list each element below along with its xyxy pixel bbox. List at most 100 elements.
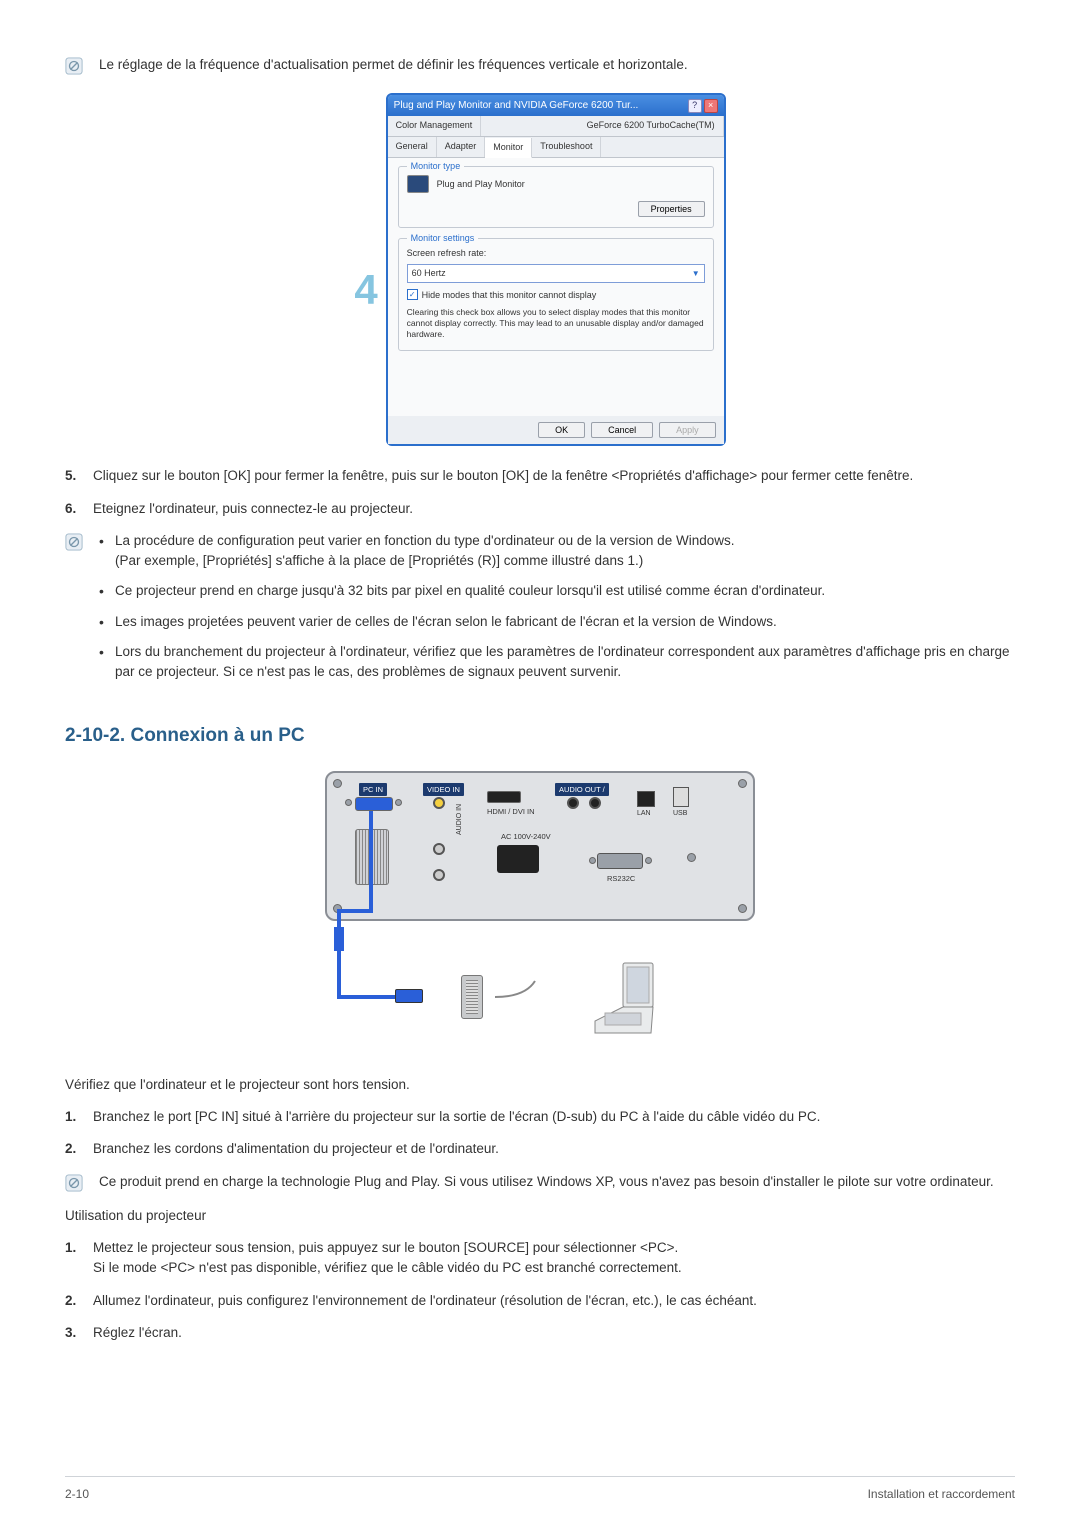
usb-label: USB [673, 809, 687, 820]
step-c3: 3. Réglez l'écran. [65, 1323, 1015, 1343]
bullet-item: Les images projetées peuvent varier de c… [99, 612, 1015, 632]
bullet-subtext: (Par exemple, [Propriétés] s'affiche à l… [115, 553, 643, 568]
audio-out-label: AUDIO OUT / [555, 783, 609, 796]
step-text: Branchez les cordons d'alimentation du p… [93, 1139, 1015, 1159]
plug-play-text: Ce produit prend en charge la technologi… [99, 1172, 994, 1192]
bullet-item: Lors du branchement du projecteur à l'or… [99, 642, 1015, 683]
usage-title: Utilisation du projecteur [65, 1206, 1015, 1226]
dialog-title: Plug and Play Monitor and NVIDIA GeForce… [394, 98, 639, 113]
vent-grille [355, 829, 389, 885]
info-icon [65, 57, 89, 75]
ok-button[interactable]: OK [538, 422, 585, 438]
tab-troubleshoot[interactable]: Troubleshoot [532, 137, 601, 158]
rs232-label: RS232C [607, 873, 635, 884]
audio-out-port [567, 797, 579, 809]
tab-color-management[interactable]: Color Management [388, 116, 482, 136]
tab-adapter[interactable]: Adapter [437, 137, 486, 158]
vga-plug-icon [395, 989, 423, 1003]
pc-in-port [355, 797, 393, 811]
refresh-rate-value: 60 Hertz [412, 267, 446, 281]
step-num: 6. [65, 499, 93, 519]
bullet-text: Lors du branchement du projecteur à l'or… [115, 644, 1010, 679]
dialog-figure: 4 Plug and Play Monitor and NVIDIA GeFor… [65, 93, 1015, 446]
screw-icon [333, 904, 342, 913]
step-text: Allumez l'ordinateur, puis configurez l'… [93, 1291, 1015, 1311]
lan-label: LAN [637, 809, 651, 820]
plug-play-note: Ce produit prend en charge la technologi… [65, 1172, 1015, 1192]
video-in-label: VIDEO IN [423, 783, 464, 796]
close-icon[interactable]: × [704, 99, 718, 113]
aux-port [433, 869, 445, 881]
verify-text: Vérifiez que l'ordinateur et le projecte… [65, 1075, 1015, 1095]
info-icon [65, 1174, 89, 1192]
step-number-4: 4 [354, 258, 377, 321]
bullet-item: Ce projecteur prend en charge jusqu'à 32… [99, 581, 1015, 601]
monitor-dialog: Plug and Play Monitor and NVIDIA GeForce… [386, 93, 726, 446]
screw-icon [738, 779, 747, 788]
refresh-rate-label: Screen refresh rate: [407, 247, 705, 261]
properties-button[interactable]: Properties [638, 201, 705, 217]
footer-left: 2-10 [65, 1485, 89, 1503]
monitor-type-group: Monitor type Plug and Play Monitor Prope… [398, 166, 714, 228]
dialog-titlebar: Plug and Play Monitor and NVIDIA GeForce… [388, 95, 724, 116]
refresh-rate-select[interactable]: 60 Hertz ▼ [407, 264, 705, 284]
screw-icon [687, 853, 696, 862]
hide-modes-hint: Clearing this check box allows you to se… [407, 307, 705, 340]
section-title: 2-10-2. Connexion à un PC [65, 722, 1015, 751]
step-b2: 2. Branchez les cordons d'alimentation d… [65, 1139, 1015, 1159]
video-in-port [433, 797, 445, 809]
step-num: 1. [65, 1107, 93, 1127]
monitor-icon [407, 175, 429, 193]
power-inlet [497, 845, 539, 873]
steps-list-a: 5. Cliquez sur le bouton [OK] pour ferme… [65, 466, 1015, 519]
checkbox-checked-icon[interactable]: ✓ [407, 289, 418, 300]
hdmi-port [487, 791, 521, 803]
tab-monitor[interactable]: Monitor [485, 138, 532, 159]
tabs-row-1: Color Management GeForce 6200 TurboCache… [388, 116, 724, 137]
pc-in-label: PC IN [359, 783, 387, 796]
screw-icon [738, 904, 747, 913]
step-c2: 2. Allumez l'ordinateur, puis configurez… [65, 1291, 1015, 1311]
help-icon[interactable]: ? [688, 99, 702, 113]
dialog-body: Monitor type Plug and Play Monitor Prope… [388, 158, 724, 416]
info-icon [65, 533, 89, 551]
step-5: 5. Cliquez sur le bouton [OK] pour ferme… [65, 466, 1015, 486]
steps-list-b: 1. Branchez le port [PC IN] situé à l'ar… [65, 1107, 1015, 1160]
bullets-list: La procédure de configuration peut varie… [99, 531, 1015, 693]
tab-general[interactable]: General [388, 137, 437, 158]
step-num: 1. [65, 1238, 93, 1279]
hide-modes-label: Hide modes that this monitor cannot disp… [422, 289, 597, 303]
bullet-note-block: La procédure de configuration peut varie… [65, 531, 1015, 693]
monitor-settings-legend: Monitor settings [407, 232, 479, 246]
chevron-down-icon: ▼ [692, 268, 700, 280]
cancel-button[interactable]: Cancel [591, 422, 653, 438]
screw-icon [345, 799, 352, 806]
step-num: 5. [65, 466, 93, 486]
intro-note-text: Le réglage de la fréquence d'actualisati… [99, 55, 688, 75]
step-c1-line1: Mettez le projecteur sous tension, puis … [93, 1240, 678, 1255]
hide-modes-row[interactable]: ✓ Hide modes that this monitor cannot di… [407, 289, 705, 303]
step-text: Branchez le port [PC IN] situé à l'arriè… [93, 1107, 1015, 1127]
rear-panel-figure: PC IN VIDEO IN HDMI / DVI IN AUDIO OUT /… [65, 771, 1015, 1051]
tab-geforce[interactable]: GeForce 6200 TurboCache(TM) [579, 116, 724, 136]
footer-right: Installation et raccordement [868, 1485, 1015, 1503]
dsub-plug-icon [461, 975, 483, 1019]
step-text: Cliquez sur le bouton [OK] pour fermer l… [93, 466, 1015, 486]
monitor-name: Plug and Play Monitor [437, 178, 525, 192]
usb-port [673, 787, 689, 807]
step-text: Réglez l'écran. [93, 1323, 1015, 1343]
bullet-text: Ce projecteur prend en charge jusqu'à 32… [115, 583, 825, 598]
laptop-icon [587, 961, 667, 1037]
monitor-type-legend: Monitor type [407, 160, 465, 174]
step-b1: 1. Branchez le port [PC IN] situé à l'ar… [65, 1107, 1015, 1127]
step-num: 2. [65, 1291, 93, 1311]
screw-icon [589, 857, 596, 864]
apply-button[interactable]: Apply [659, 422, 716, 438]
step-text: Mettez le projecteur sous tension, puis … [93, 1238, 1015, 1279]
step-num: 2. [65, 1139, 93, 1159]
monitor-settings-group: Monitor settings Screen refresh rate: 60… [398, 238, 714, 351]
ac-label: AC 100V-240V [501, 831, 551, 842]
screw-icon [333, 779, 342, 788]
hdmi-label: HDMI / DVI IN [483, 805, 539, 818]
bullet-text: La procédure de configuration peut varie… [115, 533, 734, 548]
